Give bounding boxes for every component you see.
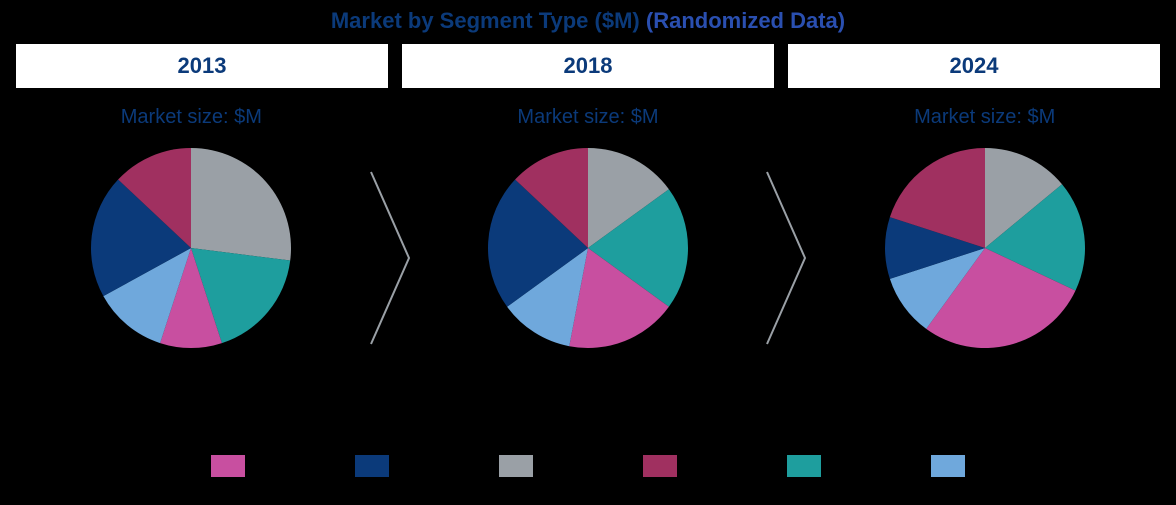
arrow-1 [763,168,809,348]
market-size-0: Market size: $M [121,106,262,129]
pie-svg-0 [86,143,296,353]
pie-2 [880,143,1090,353]
year-tab-1: 2018 [402,44,774,88]
pie-svg-1 [483,143,693,353]
pie-svg-2 [880,143,1090,353]
title-sub: (Randomized Data) [646,8,845,33]
legend-swatch-3 [643,455,677,477]
arrow-0 [367,168,413,348]
year-tab-0: 2013 [16,44,388,88]
title-main: Market by Segment Type ($M) [331,8,640,33]
legend-swatch-5 [931,455,965,477]
chart-cell-1: Market size: $M [413,88,764,353]
charts-row: Market size: $M Market size: $M Market s… [0,88,1176,408]
market-size-2: Market size: $M [914,106,1055,129]
year-tabs: 2013 2018 2024 [0,34,1176,88]
legend [0,455,1176,477]
legend-swatch-1 [355,455,389,477]
chart-cell-0: Market size: $M [16,88,367,353]
chart-title: Market by Segment Type ($M) (Randomized … [0,0,1176,34]
legend-swatch-2 [499,455,533,477]
year-tab-2: 2024 [788,44,1160,88]
chevron-right-icon [367,168,413,348]
market-size-1: Market size: $M [517,106,658,129]
chart-cell-2: Market size: $M [809,88,1160,353]
pie-0 [86,143,296,353]
pie-1 [483,143,693,353]
pie-0-slice-gray [191,148,291,261]
legend-swatch-0 [211,455,245,477]
legend-swatch-4 [787,455,821,477]
chevron-right-icon [763,168,809,348]
